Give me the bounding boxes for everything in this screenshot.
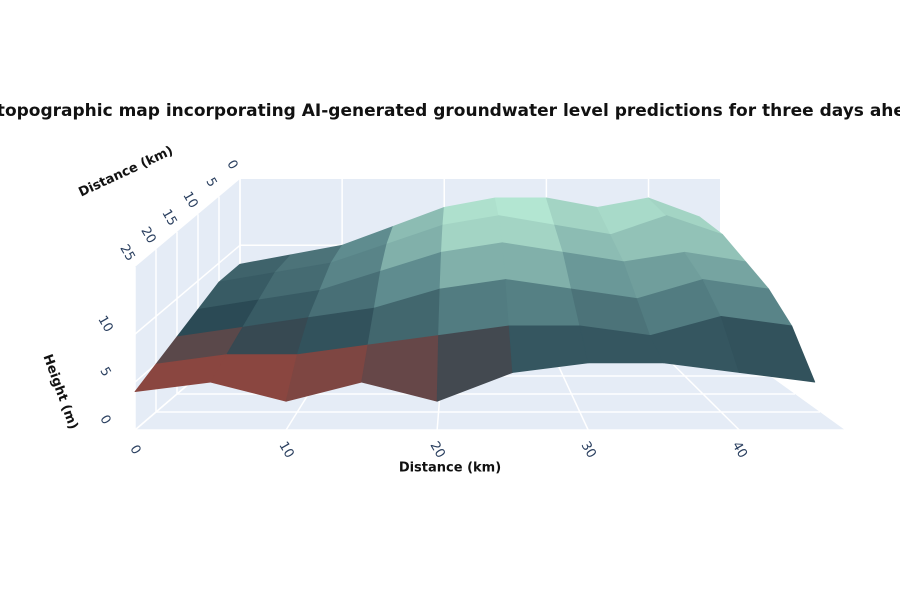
z-tick-label: 5	[96, 365, 113, 380]
grid-line	[134, 244, 241, 335]
y-tick-label: 10	[179, 189, 200, 211]
y-tick-label: 5	[202, 175, 219, 190]
x-tick-label: 10	[275, 439, 296, 461]
chart-title: 3D topographic map incorporating AI-gene…	[0, 101, 900, 121]
z-axis-title: Height (m)	[39, 352, 80, 431]
y-axis-title: Distance (km)	[76, 144, 175, 201]
y-tick-label: 25	[116, 242, 137, 264]
x-tick-label: 0	[126, 443, 143, 458]
z-tick-label: 0	[96, 413, 113, 428]
x-axis-title: Distance (km)	[399, 461, 501, 476]
y-tick-label: 15	[158, 207, 179, 229]
surface-patch	[720, 315, 816, 383]
x-tick-label: 20	[426, 439, 447, 461]
y-tick-label: 0	[223, 158, 240, 173]
z-tick-label: 10	[94, 313, 115, 335]
y-tick-label: 20	[137, 224, 158, 246]
x-tick-label: 40	[729, 439, 750, 461]
x-tick-label: 30	[578, 439, 599, 461]
